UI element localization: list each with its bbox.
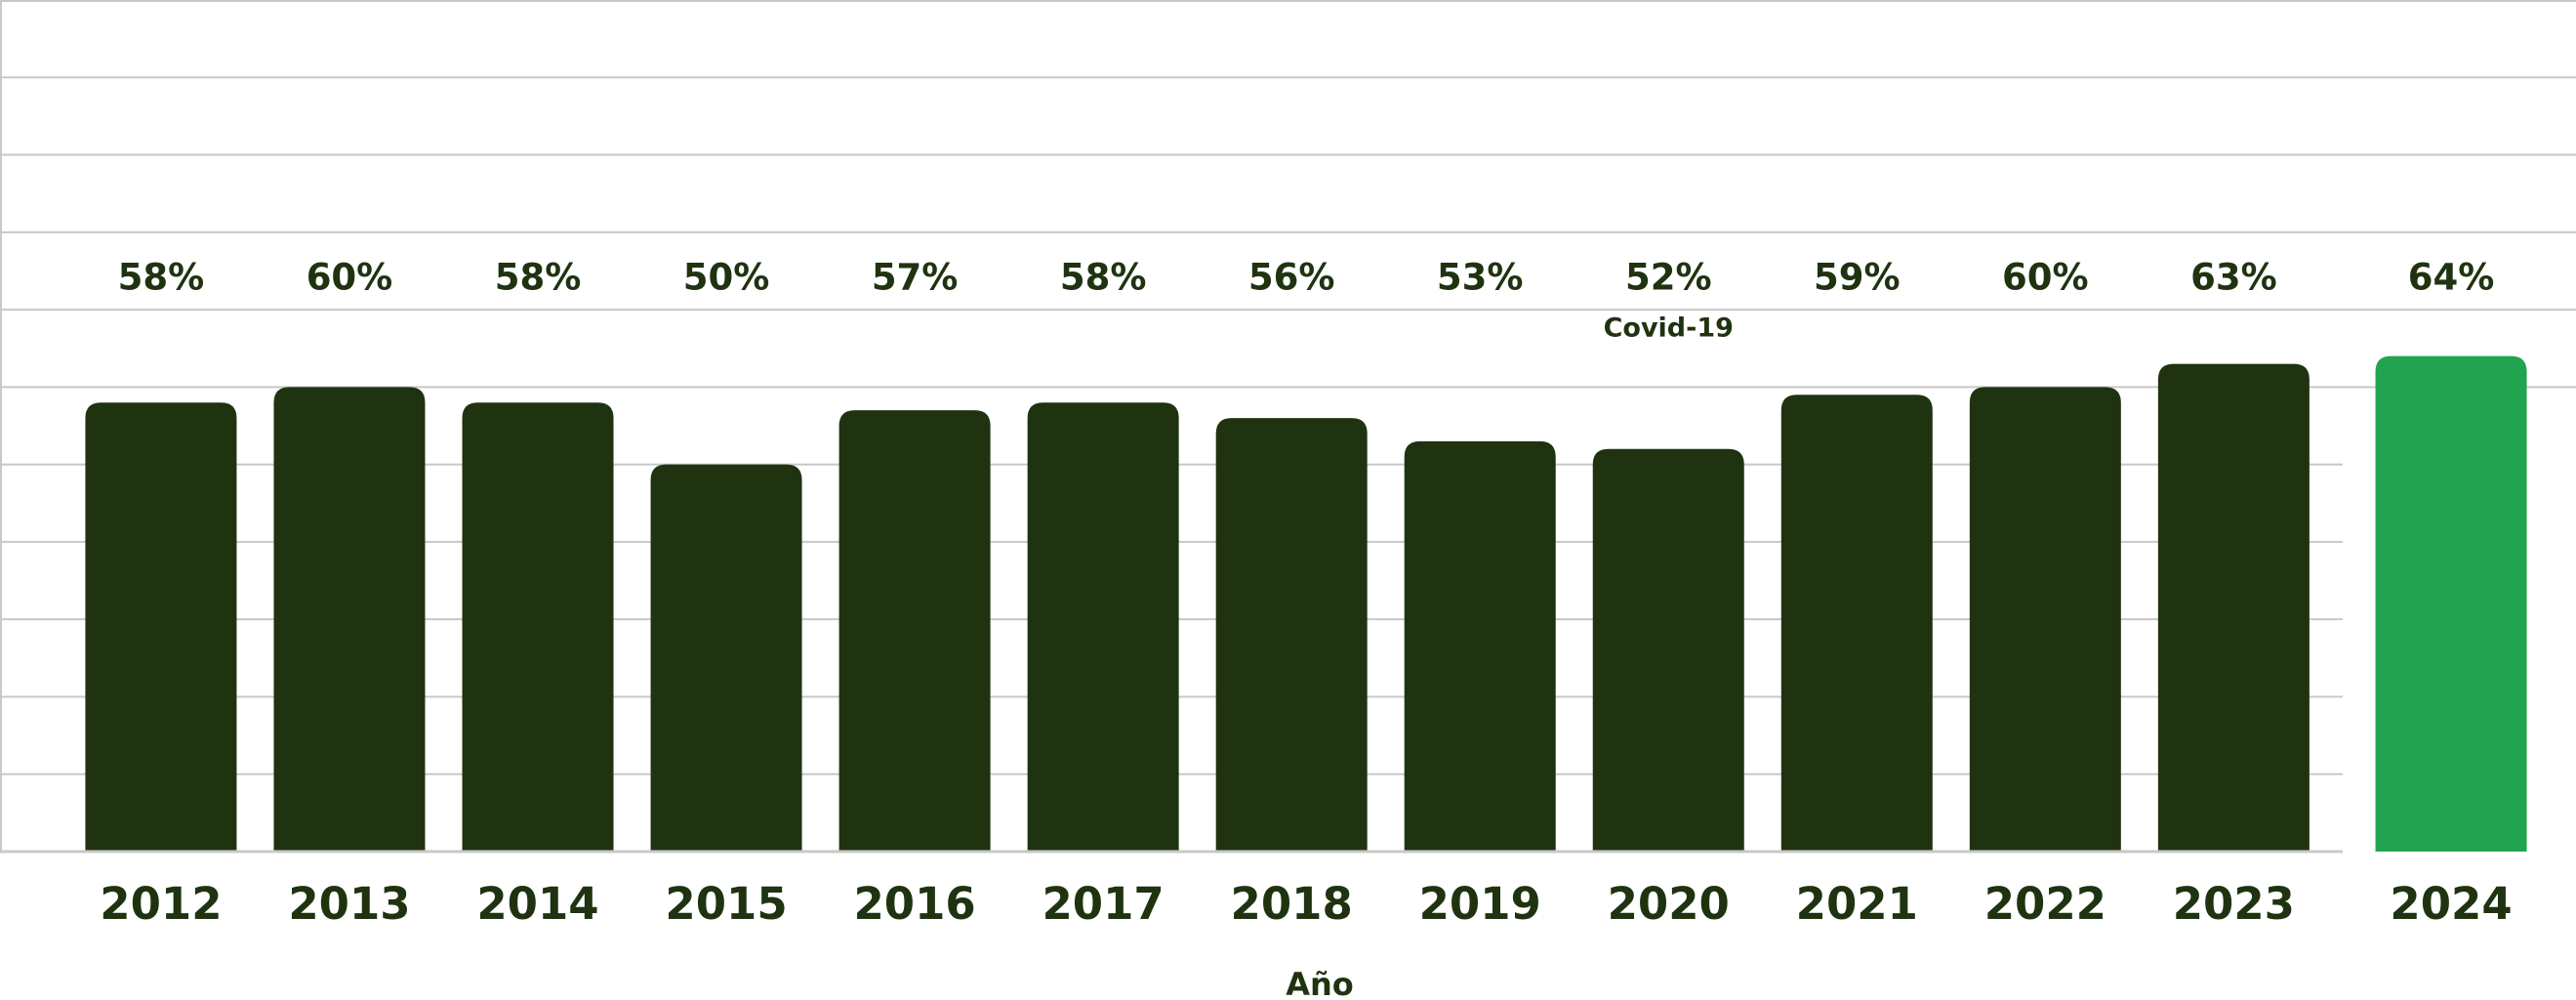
x-tick-label: 2021 — [1796, 878, 1918, 930]
value-label: 56% — [1248, 257, 1335, 299]
x-tick-label: 2015 — [665, 878, 787, 930]
value-label: 64% — [2408, 257, 2495, 299]
x-tick-label: 2014 — [476, 878, 598, 930]
x-tick-label: 2024 — [2390, 878, 2512, 930]
value-label: 53% — [1437, 257, 1524, 299]
x-axis-label: Año — [1286, 966, 1354, 1000]
value-label: 60% — [307, 257, 393, 299]
value-label: 59% — [1814, 257, 1901, 299]
value-label: 58% — [1060, 257, 1147, 299]
bar — [650, 464, 802, 852]
bar — [1592, 448, 1744, 852]
value-label: 60% — [2002, 257, 2089, 299]
bar — [85, 402, 237, 852]
bar — [1215, 418, 1368, 852]
value-label: 63% — [2190, 257, 2277, 299]
x-tick-label: 2012 — [100, 878, 222, 930]
x-tick-label: 2022 — [1984, 878, 2106, 930]
bar — [838, 410, 991, 852]
x-tick-label: 2019 — [1419, 878, 1541, 930]
value-label: 50% — [683, 257, 770, 299]
bar — [273, 387, 426, 852]
bar — [1780, 395, 1933, 852]
bar — [1027, 402, 1179, 852]
bar — [462, 402, 614, 852]
x-tick-label: 2018 — [1231, 878, 1353, 930]
x-tick-label: 2017 — [1043, 878, 1165, 930]
x-tick-label: 2016 — [853, 878, 975, 930]
value-label: 58% — [495, 257, 582, 299]
bar — [1969, 387, 2121, 852]
x-tick-label: 2020 — [1608, 878, 1730, 930]
annotation: Covid-19 — [1604, 313, 1734, 344]
value-label: 52% — [1625, 257, 1712, 299]
value-label: 57% — [872, 257, 959, 299]
bar — [1404, 440, 1556, 852]
bar — [2157, 363, 2310, 852]
bar — [2375, 355, 2527, 852]
value-label: 58% — [118, 257, 205, 299]
x-tick-label: 2013 — [288, 878, 410, 930]
x-tick-label: 2023 — [2173, 878, 2295, 930]
